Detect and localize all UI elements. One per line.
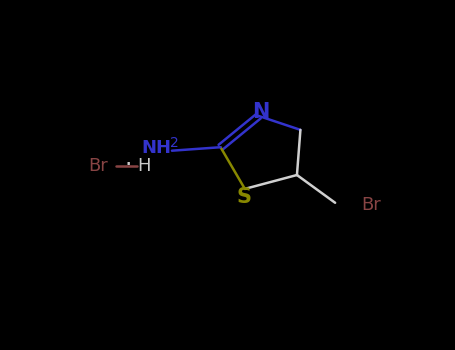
Text: Br: Br (362, 196, 381, 213)
Text: S: S (237, 187, 252, 206)
Text: 2: 2 (170, 136, 179, 150)
Text: Br: Br (88, 157, 108, 175)
Text: ·: · (125, 153, 132, 177)
Text: N: N (252, 102, 269, 122)
Text: H: H (137, 157, 151, 175)
Text: NH: NH (142, 139, 172, 157)
